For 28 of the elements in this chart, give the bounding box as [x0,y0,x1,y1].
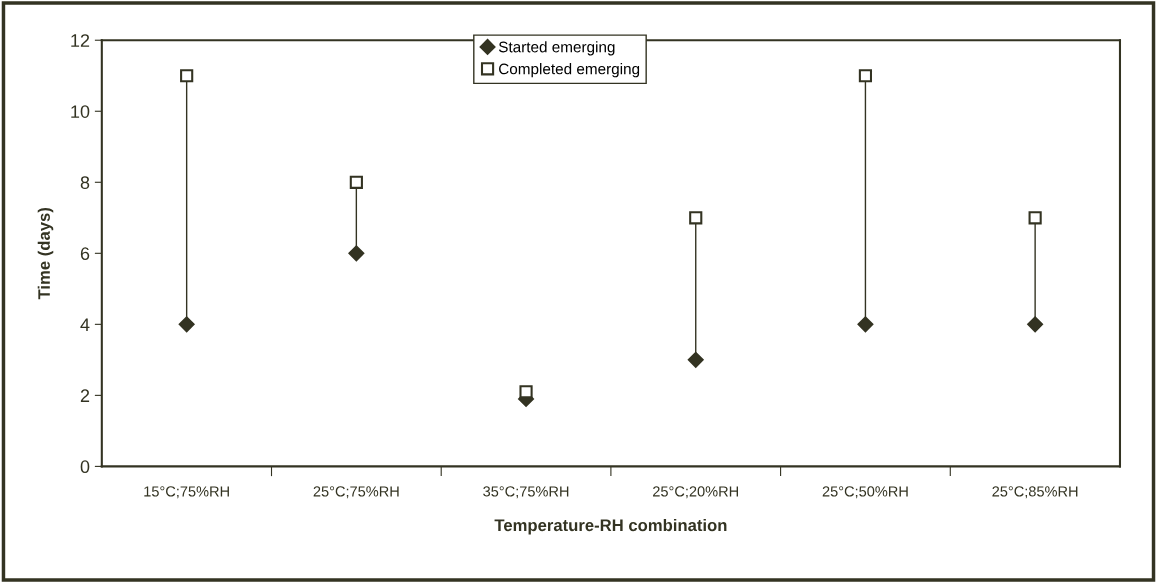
point [858,69,873,83]
point [519,385,533,399]
x-tick-label: 25°C;85%RH [992,486,1078,499]
x-tick-label: 25°C;20%RH [653,486,738,499]
point [1027,316,1044,333]
point [348,245,365,262]
x-tick-label: 25°C;50%RH [822,486,908,499]
y-tick-label: 12 [71,34,90,47]
point [689,211,703,225]
point [687,351,704,368]
x-axis-title: Temperature-RH combination [494,518,727,535]
legend-label: Completed emerging [499,63,640,78]
x-tick-label: 35°C;75%RH [483,486,569,499]
y-tick-label: 10 [71,105,90,118]
x-tick-label: 15°C;75%RH [144,486,229,499]
y-tick-label: 8 [80,176,90,189]
y-axis-title: Time (days) [37,207,54,300]
y-tick-label: 4 [80,318,90,331]
y-tick-label: 0 [80,460,90,474]
point [857,316,874,333]
point [180,69,194,83]
y-tick-label: 2 [80,389,90,402]
x-tick-label: 25°C;75%RH [313,486,399,499]
legend-label: Started emerging [498,41,615,56]
y-tick-label: 6 [80,247,90,261]
point [1028,211,1042,225]
point [349,175,363,189]
point [178,316,195,333]
